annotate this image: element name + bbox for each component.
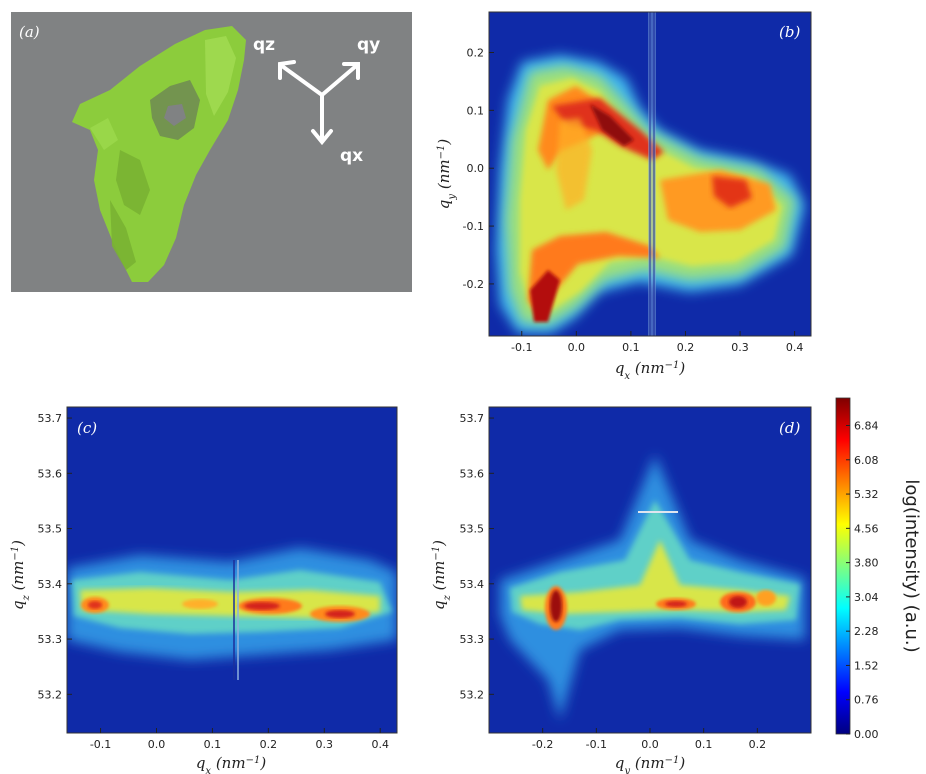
panel-c: -0.1 0.0 0.1 0.2 0.3 0.4 53.2 53.3 53.4 53.5 53.6 5… (9, 406, 398, 774)
panel-b-xtick-label: 0.4 (786, 341, 804, 354)
panel-d-ytick-label: 53.5 (460, 523, 485, 536)
panel-a: qz qy qx (a) (11, 12, 412, 292)
panel-c-heatmap (67, 548, 397, 680)
panel-b-ytick-label: -0.1 (463, 220, 484, 233)
colorbar-ticks: 0.00 0.76 1.52 2.28 3.04 3.80 4.56 5.32 6.08 6.84 (846, 420, 879, 741)
panel-d-ytick-label: 53.7 (460, 412, 485, 425)
panel-c-xtick-label: -0.1 (90, 738, 111, 751)
panel-c-ytick-label: 53.7 (38, 412, 63, 425)
panel-b-xtick-label: 0.3 (731, 341, 749, 354)
colorbar-tick-label: 6.84 (854, 420, 879, 433)
panel-d-ticks: -0.2 -0.1 0.0 0.1 0.2 53.2 53.3 53.4 53.5 53.6 53.… (460, 412, 767, 751)
panel-c-ytick-label: 53.6 (38, 467, 63, 480)
colorbar: 0.00 0.76 1.52 2.28 3.04 3.80 4.56 5.32 6.08 6.84… (835, 397, 922, 741)
panel-d-xlabel: qy (nm−1) (615, 754, 686, 774)
colorbar-tick-label: 6.08 (854, 454, 879, 467)
panel-d-ylabel: qz (nm−1) (430, 540, 453, 610)
panel-b-ytick-label: 0.0 (467, 162, 485, 175)
panel-c-frame (66, 406, 398, 734)
panel-b: -0.1 0.0 0.1 0.2 0.3 0.4 -0.2 -0.1 0.0 0.1 0.2 (b)… (435, 11, 812, 382)
panel-label-a: (a) (19, 23, 40, 41)
panel-d: -0.2 -0.1 0.0 0.1 0.2 53.2 53.3 53.4 53.5 53.6 53.… (430, 406, 812, 774)
panel-b-xlabel: qx (nm−1) (615, 359, 686, 382)
panel-c-ytick-label: 53.3 (38, 633, 63, 646)
colorbar-tick-label: 1.52 (854, 659, 879, 672)
reconstructed-object (72, 26, 246, 282)
panel-label-b: (b) (779, 23, 800, 41)
panel-d-xtick-label: 0.0 (641, 738, 659, 751)
panel-d-ytick-label: 53.2 (460, 688, 485, 701)
panel-d-ytick-label: 53.3 (460, 633, 485, 646)
panel-b-ticks: -0.1 0.0 0.1 0.2 0.3 0.4 -0.2 -0.1 0.0 0.1 0.2 (463, 47, 804, 355)
colorbar-tick-label: 2.28 (854, 625, 879, 638)
panel-c-ticks: -0.1 0.0 0.1 0.2 0.3 0.4 53.2 53.3 53.4 53.5 53.6 5… (38, 412, 389, 751)
panel-b-ytick-label: 0.1 (467, 104, 485, 117)
colorbar-tick-label: 4.56 (854, 522, 879, 535)
panel-c-xtick-label: 0.2 (260, 738, 278, 751)
panel-d-xtick-label: -0.2 (532, 738, 553, 751)
colorbar-label: log(intensity) (a.u.) (901, 479, 922, 652)
colorbar-tick-label: 3.80 (854, 557, 879, 570)
panel-c-xtick-label: 0.3 (316, 738, 334, 751)
panel-d-heatmap (500, 455, 805, 720)
panel-b-xtick-label: 0.2 (677, 341, 695, 354)
panel-b-ytick-label: -0.2 (463, 278, 484, 291)
panel-b-frame (488, 11, 812, 337)
panel-b-xtick-label: 0.0 (568, 341, 586, 354)
panel-d-ytick-label: 53.4 (460, 578, 485, 591)
panel-c-xtick-label: 0.0 (148, 738, 166, 751)
panel-b-xtick-label: -0.1 (511, 341, 532, 354)
panel-d-ytick-label: 53.6 (460, 467, 485, 480)
panel-c-ytick-label: 53.2 (38, 688, 63, 701)
panel-c-xtick-label: 0.4 (371, 738, 389, 751)
colorbar-tick-label: 0.76 (854, 694, 879, 707)
panel-c-xtick-label: 0.1 (204, 738, 222, 751)
panel-c-ylabel: qz (nm−1) (9, 540, 32, 610)
panel-b-heatmap (496, 12, 805, 336)
panel-d-xtick-label: -0.1 (586, 738, 607, 751)
panel-c-xlabel: qx (nm−1) (196, 754, 267, 774)
qy-label: qy (357, 35, 380, 55)
qz-label: qz (253, 35, 275, 55)
panel-label-d: (d) (779, 419, 800, 437)
panel-b-ylabel: qy (nm−1) (435, 139, 458, 210)
panel-b-xtick-label: 0.1 (622, 341, 640, 354)
panel-label-c: (c) (77, 419, 97, 437)
panel-d-xtick-label: 0.2 (749, 738, 767, 751)
axes-arrows (278, 60, 360, 146)
qx-label: qx (340, 146, 363, 166)
panel-b-ytick-label: 0.2 (467, 47, 485, 60)
colorbar-tick-label: 5.32 (854, 488, 879, 501)
panel-c-ytick-label: 53.4 (38, 578, 63, 591)
colorbar-tick-label: 0.00 (854, 728, 879, 741)
colorbar-ramp (835, 397, 851, 735)
panel-d-xtick-label: 0.1 (695, 738, 713, 751)
colorbar-tick-label: 3.04 (854, 591, 879, 604)
panel-c-ytick-label: 53.5 (38, 523, 63, 536)
